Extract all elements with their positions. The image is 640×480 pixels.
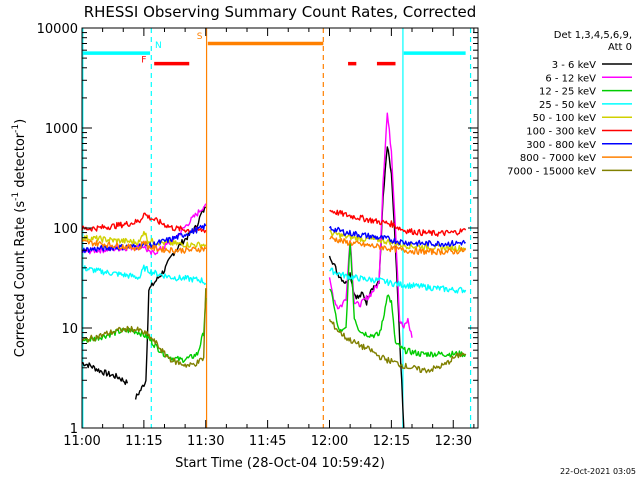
series-3-segment-0 bbox=[82, 264, 207, 286]
y-tick-label-1: 10 bbox=[61, 322, 78, 337]
series-7-segment-1 bbox=[329, 235, 467, 256]
y-axis-label-sup-2: -1 bbox=[11, 124, 21, 133]
series-8-segment-1 bbox=[328, 318, 467, 374]
legend-label-5: 100 - 300 keV bbox=[526, 127, 596, 138]
x-tick-label-4: 12:00 bbox=[311, 434, 348, 449]
x-tick-label-3: 11:45 bbox=[249, 434, 286, 449]
legend-label-7: 800 - 7000 keV bbox=[520, 153, 596, 164]
series-8-segment-0 bbox=[82, 288, 207, 368]
series-5-segment-0 bbox=[82, 212, 207, 234]
y-axis-label-part-2: detector bbox=[13, 132, 28, 192]
series-6-segment-0 bbox=[82, 223, 207, 254]
series-2-segment-0 bbox=[82, 297, 207, 363]
legend: Det 1,3,4,5,6,9,Att 0 3 - 6 keV 6 - 12 keV… bbox=[507, 30, 632, 177]
legend-label-6: 300 - 800 keV bbox=[526, 140, 596, 151]
axis-ticks: 11:00 11:15 11:30 11:45 12:00 12:15 12:30 1 10 10… bbox=[37, 22, 478, 449]
y-axis-label: Corrected Count Rate (s-1 detector-1) bbox=[11, 119, 28, 357]
legend-label-3: 25 - 50 keV bbox=[539, 100, 596, 111]
x-tick-label-0: 11:00 bbox=[63, 434, 100, 449]
flag-label-0: N bbox=[155, 41, 162, 51]
y-axis-label-part-1: Corrected Count Rate (s bbox=[13, 201, 28, 358]
x-tick-label-6: 12:30 bbox=[435, 434, 472, 449]
series-4-segment-0 bbox=[82, 230, 207, 249]
legend-label-1: 6 - 12 keV bbox=[545, 73, 596, 84]
chart-title: RHESSI Observing Summary Count Rates, Co… bbox=[84, 3, 477, 21]
plot-area: N S F bbox=[81, 27, 479, 429]
legend-header-1: Att 0 bbox=[608, 42, 632, 53]
series-0-segment-1 bbox=[134, 206, 207, 400]
series-0-segment-2 bbox=[328, 146, 405, 428]
y-tick-label-0: 1 bbox=[70, 422, 78, 437]
legend-label-0: 3 - 6 keV bbox=[552, 60, 596, 71]
flag-label-1: S bbox=[197, 32, 203, 42]
plot-frame bbox=[81, 27, 479, 429]
legend-header-0: Det 1,3,4,5,6,9, bbox=[554, 30, 632, 41]
y-tick-label-3: 1000 bbox=[45, 122, 78, 137]
series-6-segment-1 bbox=[328, 225, 467, 248]
y-tick-label-4: 10000 bbox=[37, 22, 78, 37]
series-5-segment-1 bbox=[329, 209, 467, 237]
legend-label-4: 50 - 100 keV bbox=[533, 113, 597, 124]
footer-date: 22-Oct-2021 03:05 bbox=[560, 467, 636, 476]
series-7-segment-0 bbox=[82, 239, 207, 254]
legend-label-2: 12 - 25 keV bbox=[539, 87, 596, 98]
x-tick-label-2: 11:30 bbox=[187, 434, 224, 449]
flag-label-2: F bbox=[141, 56, 146, 66]
series-1-segment-1 bbox=[328, 112, 413, 338]
series-3-segment-1 bbox=[329, 267, 467, 294]
plot-inner bbox=[82, 28, 472, 428]
x-tick-label-5: 12:15 bbox=[373, 434, 410, 449]
legend-label-8: 7000 - 15000 keV bbox=[507, 166, 596, 177]
series-2-segment-1 bbox=[329, 242, 467, 358]
x-tick-label-1: 11:15 bbox=[125, 434, 162, 449]
y-axis-label-sup-1: -1 bbox=[11, 192, 21, 201]
y-axis-label-part-3: ) bbox=[13, 119, 28, 124]
series-0-segment-0 bbox=[82, 362, 129, 386]
y-tick-label-2: 100 bbox=[53, 222, 78, 237]
x-axis-label: Start Time (28-Oct-04 10:59:42) bbox=[175, 456, 385, 471]
